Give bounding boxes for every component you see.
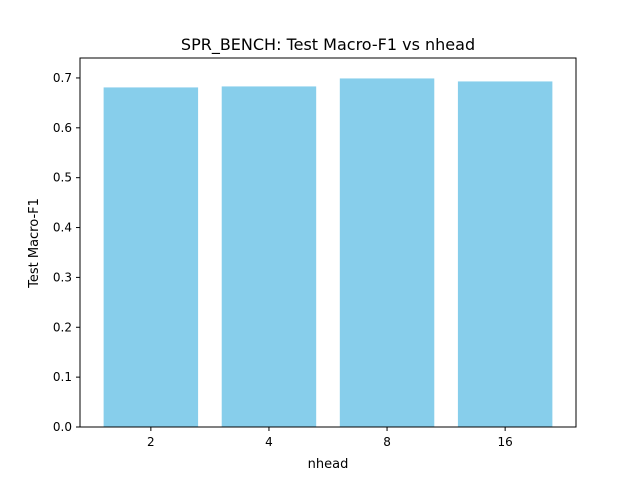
x-tick-label-8: 8 [383,435,391,449]
y-axis-label: Test Macro-F1 [27,198,42,289]
plot-frame [79,57,577,428]
bar-2 [103,87,199,427]
y-ticks-group: 0.0 0.1 0.2 0.3 0.4 0.5 0.6 0.7 [53,71,80,434]
x-tick-label-4: 4 [265,435,273,449]
y-tick-label-1: 0.1 [53,370,72,384]
y-tick-label-5: 0.5 [53,171,72,185]
y-tick-label-0: 0.0 [53,420,72,434]
y-tick-label-3: 0.3 [53,270,72,284]
bar-8 [339,78,435,428]
x-axis-label: nhead [308,457,349,472]
y-tick-label-4: 0.4 [53,221,72,235]
bar-4 [221,86,317,427]
x-tick-label-2: 2 [147,435,155,449]
y-tick-label-6: 0.6 [53,121,72,135]
x-tick-label-16: 16 [498,435,513,449]
bars-group [103,78,553,428]
chart-title: SPR_BENCH: Test Macro-F1 vs nhead [181,35,475,55]
y-tick-label-7: 0.7 [53,71,72,85]
x-ticks-group: 2 4 8 16 [147,427,513,449]
y-tick-label-2: 0.2 [53,320,72,334]
bar-16 [457,81,553,427]
